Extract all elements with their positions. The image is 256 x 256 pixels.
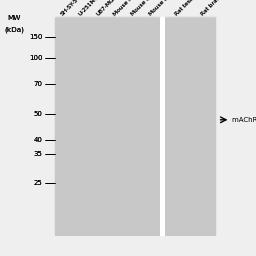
Text: SH-SY-5Y: SH-SY-5Y [60, 0, 82, 17]
Text: 150: 150 [29, 34, 42, 40]
Bar [55, 18, 160, 236]
Text: U-251MG: U-251MG [78, 0, 101, 17]
Text: U87-MG: U87-MG [95, 0, 115, 17]
Text: Rat testis: Rat testis [174, 0, 198, 17]
Text: 25: 25 [34, 180, 42, 186]
Text: Rat brain: Rat brain [200, 0, 222, 17]
Text: U-251MG: U-251MG [78, 0, 101, 17]
Text: 150: 150 [29, 34, 42, 40]
Text: (kDa): (kDa) [4, 27, 24, 33]
Text: U87-MG: U87-MG [95, 0, 115, 17]
Text: 100: 100 [29, 55, 42, 61]
Text: Mouse brain: Mouse brain [148, 0, 177, 17]
Text: MW: MW [7, 15, 21, 21]
Text: Mouse testis: Mouse testis [130, 0, 160, 17]
Bar [160, 18, 165, 236]
Text: Mouse testis: Mouse testis [130, 0, 160, 17]
Text: Rat testis: Rat testis [174, 0, 198, 17]
Text: 100: 100 [29, 55, 42, 61]
Text: Rat brain: Rat brain [200, 0, 222, 17]
Bar [165, 18, 216, 236]
Text: Mouse brain: Mouse brain [148, 0, 177, 17]
Text: 50: 50 [33, 111, 42, 117]
Text: 50: 50 [33, 111, 42, 117]
Text: MW: MW [7, 15, 21, 21]
Text: 70: 70 [33, 81, 42, 88]
Text: SH-SY-5Y: SH-SY-5Y [60, 0, 82, 17]
Text: 25: 25 [34, 180, 42, 186]
Text: 40: 40 [33, 136, 42, 143]
Text: 35: 35 [33, 151, 42, 157]
Text: 35: 35 [33, 151, 42, 157]
Text: 40: 40 [33, 136, 42, 143]
Text: 70: 70 [33, 81, 42, 88]
Text: Mouse lung: Mouse lung [113, 0, 140, 17]
Text: Mouse lung: Mouse lung [113, 0, 140, 17]
Text: (kDa): (kDa) [4, 27, 24, 33]
Text: mAChR M2: mAChR M2 [232, 117, 256, 123]
